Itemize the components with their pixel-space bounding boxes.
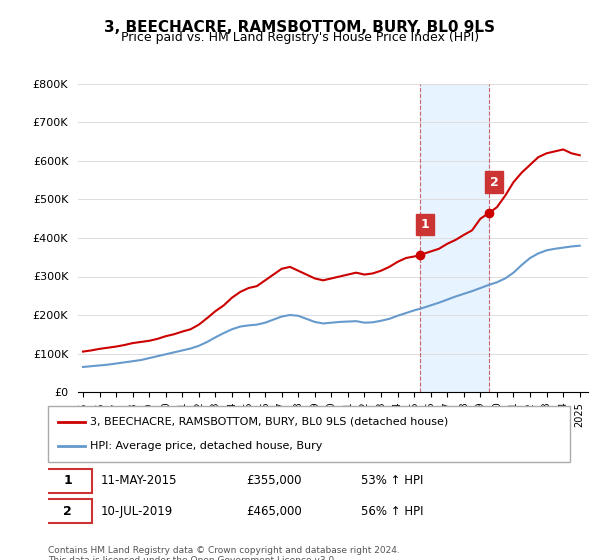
Text: 2: 2 (63, 505, 72, 517)
Text: 2: 2 (490, 176, 499, 189)
Text: 3, BEECHACRE, RAMSBOTTOM, BURY, BL0 9LS: 3, BEECHACRE, RAMSBOTTOM, BURY, BL0 9LS (104, 20, 496, 35)
Text: 10-JUL-2019: 10-JUL-2019 (100, 505, 172, 517)
Text: £465,000: £465,000 (247, 505, 302, 517)
Text: 56% ↑ HPI: 56% ↑ HPI (361, 505, 424, 517)
Text: £355,000: £355,000 (247, 474, 302, 487)
Text: Contains HM Land Registry data © Crown copyright and database right 2024.
This d: Contains HM Land Registry data © Crown c… (48, 546, 400, 560)
Text: Price paid vs. HM Land Registry's House Price Index (HPI): Price paid vs. HM Land Registry's House … (121, 31, 479, 44)
Text: 53% ↑ HPI: 53% ↑ HPI (361, 474, 424, 487)
Bar (420, 84, 489, 392)
FancyBboxPatch shape (43, 469, 92, 493)
FancyBboxPatch shape (48, 406, 570, 462)
Text: HPI: Average price, detached house, Bury: HPI: Average price, detached house, Bury (90, 441, 322, 451)
Text: 11-MAY-2015: 11-MAY-2015 (100, 474, 176, 487)
Text: 3, BEECHACRE, RAMSBOTTOM, BURY, BL0 9LS (detached house): 3, BEECHACRE, RAMSBOTTOM, BURY, BL0 9LS … (90, 417, 448, 427)
Text: 1: 1 (63, 474, 72, 487)
FancyBboxPatch shape (43, 499, 92, 523)
Text: 1: 1 (421, 218, 430, 231)
